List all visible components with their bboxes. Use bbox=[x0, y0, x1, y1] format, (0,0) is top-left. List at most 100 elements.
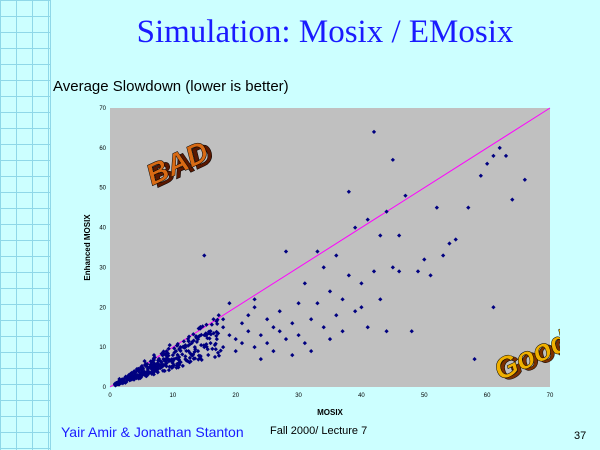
slide-title: Simulation: Mosix / EMosix bbox=[136, 14, 514, 50]
data-point-cluster bbox=[192, 356, 198, 361]
data-point-cluster bbox=[203, 333, 209, 338]
data-point bbox=[302, 341, 307, 346]
data-point bbox=[180, 352, 185, 357]
x-tick-label: 60 bbox=[484, 393, 491, 399]
data-point bbox=[346, 189, 351, 194]
y-tick-label: 50 bbox=[99, 186, 106, 192]
data-point-cluster bbox=[134, 376, 139, 381]
data-point bbox=[283, 249, 289, 254]
data-point bbox=[296, 333, 301, 338]
data-point-cluster bbox=[148, 359, 153, 364]
data-point bbox=[378, 233, 383, 238]
data-point-cluster bbox=[183, 343, 188, 348]
data-point-cluster bbox=[184, 358, 189, 363]
data-point bbox=[378, 297, 383, 302]
data-point-cluster bbox=[181, 339, 187, 344]
authors-footer: Yair Amir & Jonathan Stanton bbox=[61, 424, 244, 440]
data-point-cluster bbox=[215, 317, 220, 322]
x-tick-label: 70 bbox=[547, 393, 554, 399]
data-point bbox=[422, 257, 427, 262]
grid-strip-decoration bbox=[0, 0, 51, 450]
data-point bbox=[246, 329, 251, 334]
data-point-cluster bbox=[183, 354, 188, 359]
data-point-cluster bbox=[214, 329, 219, 335]
data-point-cluster bbox=[187, 355, 192, 360]
data-point-cluster bbox=[204, 322, 209, 327]
data-point-cluster bbox=[212, 342, 218, 348]
y-tick-label: 60 bbox=[99, 146, 106, 152]
data-point bbox=[321, 265, 326, 270]
data-point-cluster bbox=[166, 346, 171, 351]
y-tick-label: 20 bbox=[99, 305, 106, 311]
data-point-cluster bbox=[139, 374, 144, 379]
x-tick-label: 20 bbox=[232, 393, 239, 399]
data-point bbox=[415, 269, 421, 274]
data-point-cluster bbox=[206, 329, 212, 334]
y-tick-label: 70 bbox=[99, 106, 106, 112]
y-tick-label: 0 bbox=[103, 385, 107, 391]
data-point-cluster bbox=[216, 313, 221, 318]
data-point-cluster bbox=[151, 372, 156, 377]
data-point bbox=[397, 269, 402, 274]
data-point-cluster bbox=[185, 336, 191, 342]
data-point bbox=[353, 225, 358, 230]
data-point-cluster bbox=[213, 347, 218, 352]
data-point bbox=[485, 161, 490, 166]
data-point-cluster bbox=[215, 321, 220, 326]
data-point bbox=[447, 241, 452, 246]
data-point bbox=[283, 337, 289, 342]
data-point bbox=[271, 349, 276, 354]
data-point bbox=[195, 349, 201, 354]
data-point bbox=[327, 337, 333, 342]
data-point bbox=[199, 343, 204, 348]
data-point bbox=[327, 289, 333, 294]
data-point bbox=[252, 305, 257, 310]
data-point bbox=[321, 325, 326, 330]
data-point-cluster bbox=[158, 365, 163, 371]
data-point bbox=[522, 177, 527, 182]
data-point-cluster bbox=[180, 363, 185, 368]
x-tick-label: 30 bbox=[295, 393, 302, 399]
data-point bbox=[478, 173, 483, 178]
data-point-cluster bbox=[206, 352, 211, 358]
data-point-cluster bbox=[140, 370, 146, 375]
y-tick-label: 30 bbox=[99, 265, 106, 271]
data-point bbox=[453, 237, 458, 242]
data-point bbox=[359, 305, 364, 310]
data-point-cluster bbox=[155, 369, 160, 374]
data-point bbox=[384, 329, 389, 334]
data-point bbox=[258, 333, 263, 338]
data-point-cluster bbox=[163, 362, 168, 368]
data-point bbox=[233, 337, 238, 342]
y-tick-label: 40 bbox=[99, 226, 106, 232]
data-point bbox=[472, 356, 477, 362]
data-point bbox=[271, 325, 276, 330]
page-number: 37 bbox=[574, 430, 587, 442]
data-point-cluster bbox=[194, 339, 199, 345]
data-point bbox=[252, 297, 257, 302]
data-point bbox=[221, 325, 226, 330]
data-point-cluster bbox=[171, 363, 177, 368]
data-point-cluster bbox=[215, 350, 221, 355]
y-tick-label: 10 bbox=[99, 345, 106, 351]
data-point-cluster bbox=[209, 322, 214, 327]
data-point-cluster bbox=[198, 326, 203, 331]
data-point bbox=[365, 325, 370, 330]
data-point-cluster bbox=[153, 362, 158, 368]
data-point bbox=[403, 193, 408, 198]
data-point-cluster bbox=[190, 339, 195, 344]
data-point-cluster bbox=[196, 357, 201, 362]
data-point-cluster bbox=[218, 348, 223, 353]
data-point bbox=[315, 249, 320, 254]
chart-subtitle: Average Slowdown (lower is better) bbox=[53, 78, 289, 95]
x-tick-label: 10 bbox=[170, 393, 177, 399]
data-point bbox=[390, 265, 395, 270]
y-axis-title: Enhanced MOSIX bbox=[83, 214, 92, 281]
data-point-cluster bbox=[212, 354, 218, 360]
data-point bbox=[409, 329, 414, 334]
data-point bbox=[214, 337, 219, 342]
data-point bbox=[252, 345, 257, 350]
data-point bbox=[233, 349, 238, 354]
data-point bbox=[340, 297, 345, 302]
data-point bbox=[246, 313, 251, 318]
